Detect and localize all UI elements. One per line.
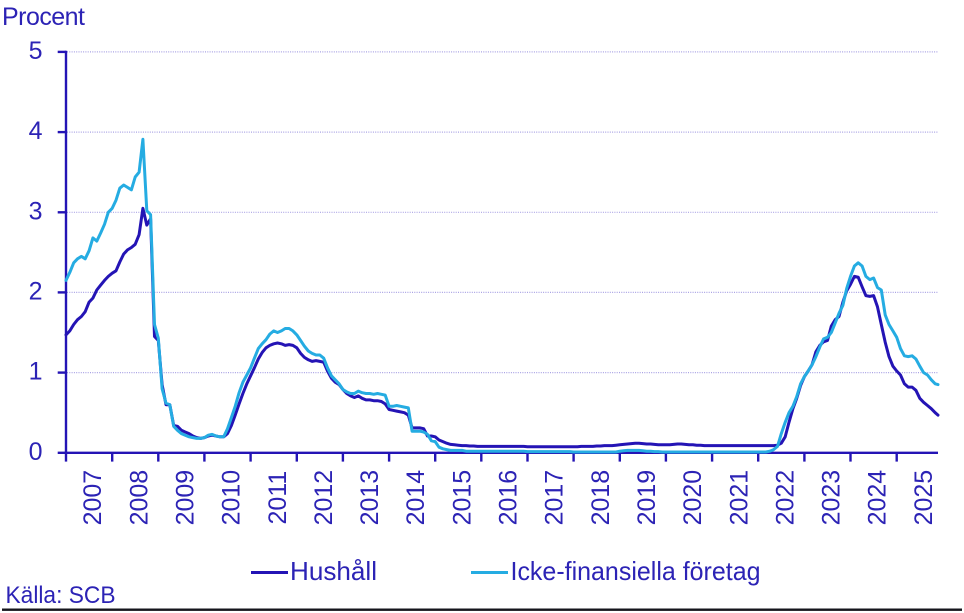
svg-text:2014: 2014 (402, 470, 430, 526)
svg-text:2016: 2016 (495, 470, 523, 526)
svg-text:0: 0 (29, 438, 43, 466)
svg-text:Icke-finansiella företag: Icke-finansiella företag (511, 556, 761, 586)
svg-text:2007: 2007 (79, 470, 107, 526)
svg-text:2012: 2012 (310, 470, 338, 526)
svg-text:2015: 2015 (448, 470, 476, 526)
svg-text:Källa: SCB: Källa: SCB (6, 582, 116, 609)
svg-text:2008: 2008 (125, 470, 153, 526)
svg-text:4: 4 (29, 117, 43, 145)
svg-text:2018: 2018 (587, 470, 615, 526)
svg-text:2025: 2025 (910, 470, 938, 526)
svg-text:Hushåll: Hushåll (290, 556, 377, 586)
svg-text:5: 5 (29, 37, 43, 65)
svg-text:2011: 2011 (264, 471, 292, 525)
svg-text:2: 2 (29, 278, 43, 306)
svg-text:2023: 2023 (818, 470, 846, 526)
svg-text:2022: 2022 (771, 470, 799, 526)
svg-text:1: 1 (29, 358, 43, 386)
svg-text:Procent: Procent (2, 3, 85, 31)
svg-text:2013: 2013 (356, 470, 384, 526)
svg-text:2024: 2024 (864, 470, 892, 526)
svg-text:2019: 2019 (633, 470, 661, 526)
svg-text:2010: 2010 (218, 470, 246, 526)
svg-text:2009: 2009 (172, 470, 200, 526)
svg-text:2017: 2017 (541, 470, 569, 526)
svg-text:2021: 2021 (725, 470, 753, 526)
svg-text:2020: 2020 (679, 470, 707, 526)
svg-text:3: 3 (29, 197, 43, 225)
